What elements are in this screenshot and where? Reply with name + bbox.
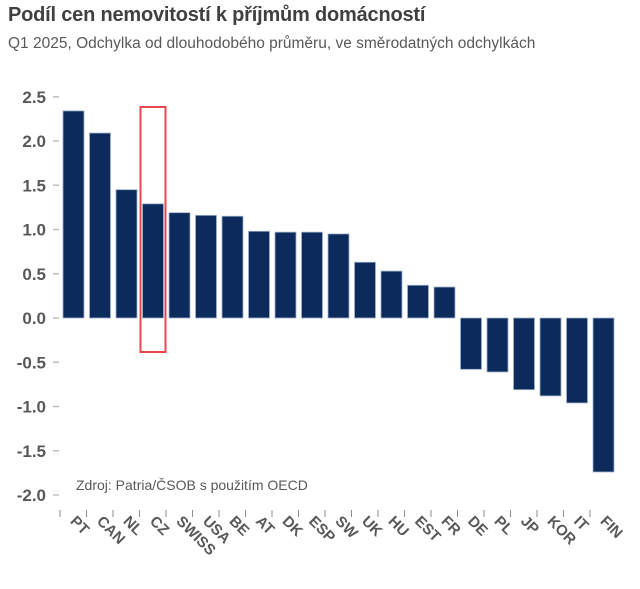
x-tick-label: PL [491, 513, 517, 539]
x-tick-label: UK [358, 513, 385, 540]
bar-swiss [168, 212, 191, 319]
bar-uk [354, 261, 376, 319]
y-tick-label: -1.0 [17, 398, 46, 417]
x-tick-label: PT [67, 513, 93, 539]
y-tick-label: 1.5 [22, 176, 46, 195]
y-tick-label: 1.0 [22, 221, 46, 240]
bar-fin [592, 317, 615, 473]
highlight-box [139, 106, 167, 353]
bar-pt [62, 110, 85, 319]
bar-can [89, 132, 111, 319]
y-tick-label: 0.0 [22, 309, 46, 328]
bar-nl [115, 189, 138, 319]
x-tick-label: CAN [93, 513, 128, 548]
x-tick-label: DK [279, 513, 306, 540]
x-tick-label: EST [411, 513, 444, 546]
bar-be [221, 215, 244, 319]
x-tick-label: JP [517, 513, 542, 538]
y-tick-label: -0.5 [17, 353, 46, 372]
x-tick-label: KOR [544, 513, 580, 549]
y-tick-label: 2.5 [22, 88, 46, 107]
y-axis: 2.5 2.0 1.5 1.0 0.5 0.0 -0.5 -1.0 -1.5 -2.0 [17, 88, 59, 505]
chart-subtitle: Q1 2025, Odchylka od dlouhodobého průměr… [8, 35, 536, 52]
x-tick-label: FIN [597, 513, 626, 542]
bar-at [248, 230, 270, 319]
bar-sw [327, 233, 350, 319]
x-tick-label: ESP [305, 513, 338, 546]
x-tick-label: AT [252, 513, 277, 538]
x-tick-label: HU [385, 513, 412, 540]
y-tick-label: -1.5 [17, 442, 46, 461]
bars [62, 110, 615, 473]
bar-cz [142, 203, 164, 319]
source-note: Zdroj: Patria/ČSOB s použitím OECD [76, 477, 308, 493]
chart-title: Podíl cen nemovitostí k příjmům domácnos… [8, 4, 426, 26]
bar-esp [301, 231, 323, 319]
bar-pl [486, 317, 509, 373]
bar-it [566, 317, 588, 404]
bar-fr [433, 286, 456, 319]
bar-hu [380, 270, 403, 319]
y-tick-label: -2.0 [17, 486, 46, 505]
x-tick-label: SW [332, 513, 362, 543]
y-tick-label: 0.5 [22, 265, 46, 284]
x-tick-label: DE [464, 513, 491, 540]
bar-dk [274, 231, 297, 319]
bar-est [407, 284, 429, 319]
bar-kor [539, 317, 562, 397]
y-tick-label: 2.0 [22, 132, 46, 151]
bar-usa [195, 214, 217, 319]
x-tick-label: CZ [146, 513, 172, 539]
bar-de [460, 317, 482, 370]
bar-jp [513, 317, 535, 391]
